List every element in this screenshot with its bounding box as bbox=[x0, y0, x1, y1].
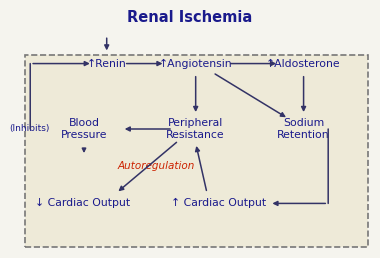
Text: Renal Ischemia: Renal Ischemia bbox=[127, 10, 253, 25]
Text: ↑Aldosterone: ↑Aldosterone bbox=[266, 59, 341, 69]
Text: ↑Angiotensin: ↑Angiotensin bbox=[159, 59, 233, 69]
Text: (Inhibits): (Inhibits) bbox=[9, 125, 49, 133]
Text: Sodium
Retention: Sodium Retention bbox=[277, 118, 330, 140]
Text: ↓ Cardiac Output: ↓ Cardiac Output bbox=[35, 198, 130, 208]
Text: ↑Renin: ↑Renin bbox=[87, 59, 127, 69]
Text: Autoregulation: Autoregulation bbox=[117, 161, 195, 171]
FancyBboxPatch shape bbox=[25, 55, 368, 247]
Text: Peripheral
Resistance: Peripheral Resistance bbox=[166, 118, 225, 140]
Text: ↑ Cardiac Output: ↑ Cardiac Output bbox=[171, 198, 266, 208]
Text: Blood
Pressure: Blood Pressure bbox=[61, 118, 107, 140]
